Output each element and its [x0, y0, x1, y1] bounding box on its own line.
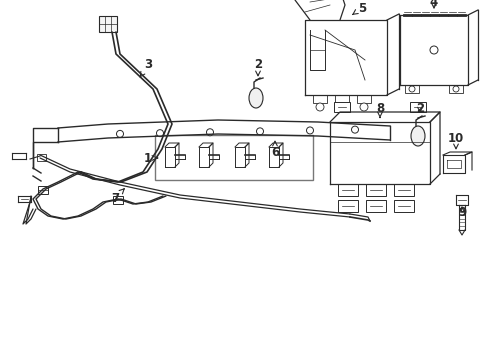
Bar: [113, 196, 123, 204]
Text: 10: 10: [448, 131, 464, 149]
Bar: [335, 95, 349, 103]
Circle shape: [206, 129, 214, 136]
Text: 2: 2: [254, 58, 262, 76]
Circle shape: [430, 46, 438, 54]
Circle shape: [307, 127, 314, 134]
Bar: [366, 184, 386, 196]
Text: 5: 5: [353, 1, 366, 14]
Text: 3: 3: [140, 58, 152, 77]
Circle shape: [351, 126, 359, 133]
Text: 6: 6: [271, 141, 279, 158]
Bar: [338, 184, 358, 196]
Text: 7: 7: [111, 189, 124, 204]
Bar: [155, 135, 313, 180]
Bar: [357, 95, 371, 103]
Ellipse shape: [411, 126, 425, 146]
Text: 4: 4: [430, 0, 438, 9]
Circle shape: [360, 103, 368, 111]
Circle shape: [453, 86, 459, 92]
Text: 1: 1: [144, 152, 158, 165]
Circle shape: [117, 130, 123, 138]
Bar: [37, 154, 46, 161]
Bar: [313, 95, 327, 103]
Bar: [99, 16, 117, 32]
Bar: [405, 85, 419, 93]
Bar: [366, 200, 386, 212]
Bar: [394, 200, 414, 212]
Circle shape: [256, 128, 264, 135]
Circle shape: [156, 130, 164, 137]
Ellipse shape: [249, 88, 263, 108]
Text: 8: 8: [376, 102, 384, 117]
Text: 9: 9: [458, 206, 466, 219]
Bar: [38, 186, 48, 194]
Text: 2: 2: [416, 102, 424, 114]
Bar: [334, 102, 350, 112]
Circle shape: [409, 86, 415, 92]
Bar: [338, 200, 358, 212]
Circle shape: [338, 103, 346, 111]
Bar: [394, 184, 414, 196]
Bar: [449, 85, 463, 93]
Circle shape: [316, 103, 324, 111]
Bar: [410, 102, 426, 112]
